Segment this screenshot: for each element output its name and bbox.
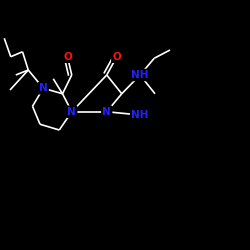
Text: N: N [39,83,48,93]
Text: NH: NH [131,70,149,80]
Text: N: N [102,107,111,117]
Text: N: N [68,107,76,117]
Text: NH: NH [131,110,149,120]
Text: O: O [112,52,121,62]
Text: O: O [63,52,72,62]
